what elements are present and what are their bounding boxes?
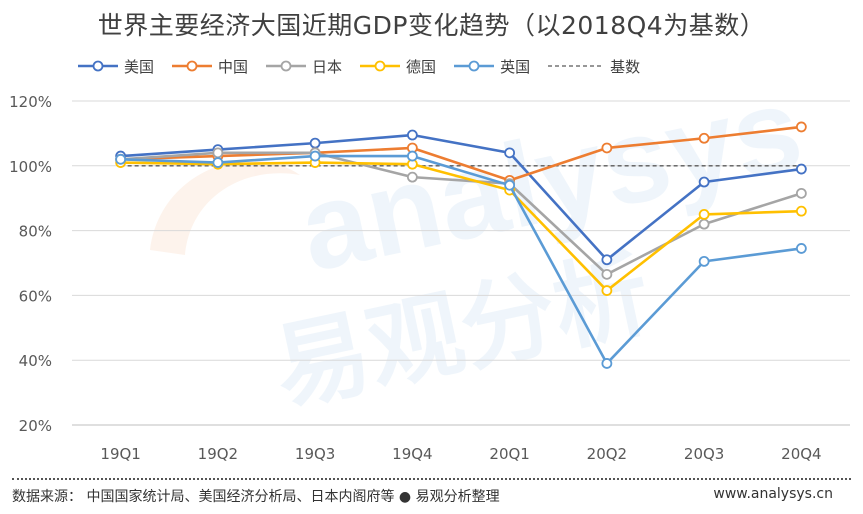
legend-label: 基数 [610,57,641,76]
footer: 数据来源： 中国国家统计局、美国经济分析局、日本内阁府等 ● 易观分析整理 ww… [0,478,863,514]
data-point [406,150,418,162]
series-line [120,133,802,262]
legend-item: 英国 [454,56,530,77]
data-source: 数据来源： 中国国家统计局、美国经济分析局、日本内阁府等 ● 易观分析整理 [12,489,500,505]
x-tick-label: 20Q2 [587,445,627,463]
data-point [601,358,613,369]
data-point [504,179,516,191]
legend-item-baseline: 基数 [548,56,640,77]
data-point [601,285,613,296]
footer-divider [12,478,851,480]
legend-swatch [360,60,401,72]
series-line [120,161,802,292]
legend-label: 英国 [500,57,531,76]
data-point [795,121,807,133]
legend-swatch [266,60,307,72]
legend-swatch [454,60,495,72]
y-tick-label: 20% [19,417,52,435]
legend: 美国 中国 日本 德国 英国 基数 [78,55,658,77]
y-tick-label: 40% [19,352,52,370]
x-tick-label: 19Q2 [198,445,238,463]
series-line [120,125,802,182]
series-line [120,151,802,276]
data-point [698,176,710,188]
data-point [406,171,418,183]
legend-label: 中国 [218,57,249,76]
data-point [601,142,613,154]
x-tick-label: 20Q4 [781,445,821,463]
x-tick-label: 19Q1 [100,445,140,463]
data-point [698,255,710,267]
data-point [698,132,710,144]
data-point [698,208,710,220]
series-美国 [115,129,807,266]
y-tick-label: 80% [19,223,52,241]
x-tick-label: 20Q3 [684,445,724,463]
data-point [406,129,418,141]
data-point [309,150,321,162]
data-point [212,147,224,159]
data-point [601,254,613,266]
y-tick-label: 120% [9,93,52,111]
legend-label: 德国 [406,57,437,76]
legend-item: 中国 [172,56,248,77]
legend-swatch [548,65,605,67]
chart-title: 世界主要经济大国近期GDP变化趋势（以2018Q4为基数） [97,11,766,40]
legend-swatch [78,60,118,72]
x-tick-label: 20Q1 [489,445,529,463]
x-tick-label: 19Q3 [295,445,335,463]
data-point [309,137,321,149]
data-point [795,205,807,217]
legend-swatch [172,60,213,72]
legend-label: 美国 [124,57,155,76]
data-point [601,268,613,280]
data-point [212,157,224,168]
data-point [504,147,516,159]
data-point [795,187,807,199]
data-point [795,163,807,175]
y-tick-label: 100% [9,158,52,176]
legend-item: 日本 [266,56,342,77]
data-point [698,218,710,230]
x-tick-label: 19Q4 [392,445,432,463]
legend-item: 德国 [360,56,436,77]
website-url[interactable]: www.analysys.cn [713,486,833,502]
series-line [120,154,802,365]
data-point [795,243,807,254]
legend-item: 美国 [78,56,154,77]
data-point [115,153,127,165]
legend-label: 日本 [312,57,343,76]
y-tick-label: 60% [19,287,52,305]
series-英国 [115,150,807,369]
